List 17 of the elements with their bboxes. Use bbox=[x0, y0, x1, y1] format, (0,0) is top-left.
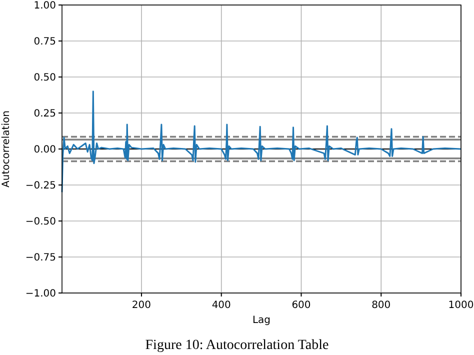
x-tick-label: 200 bbox=[132, 300, 152, 311]
y-tick-label: 0.75 bbox=[34, 36, 56, 48]
x-tick-label: 400 bbox=[212, 300, 231, 311]
y-tick-label: −0.75 bbox=[25, 252, 56, 264]
y-tick-label: 1.00 bbox=[34, 0, 56, 12]
y-tick-label: −1.00 bbox=[25, 288, 56, 300]
y-tick-label: −0.25 bbox=[25, 180, 56, 192]
x-tick-label: 600 bbox=[292, 300, 311, 311]
y-tick-label: 0.00 bbox=[34, 144, 56, 156]
y-axis-title: Autocorrelation bbox=[1, 110, 12, 188]
x-tick-label: 800 bbox=[372, 300, 391, 311]
y-tick-label: 0.50 bbox=[34, 72, 56, 84]
y-tick-label: −0.50 bbox=[25, 216, 56, 228]
x-axis-title: Lag bbox=[252, 315, 271, 326]
x-tick-label: 1000 bbox=[448, 300, 474, 311]
y-tick-label: 0.25 bbox=[34, 108, 56, 120]
caption: Figure 10: Autocorrelation Table bbox=[145, 338, 329, 353]
